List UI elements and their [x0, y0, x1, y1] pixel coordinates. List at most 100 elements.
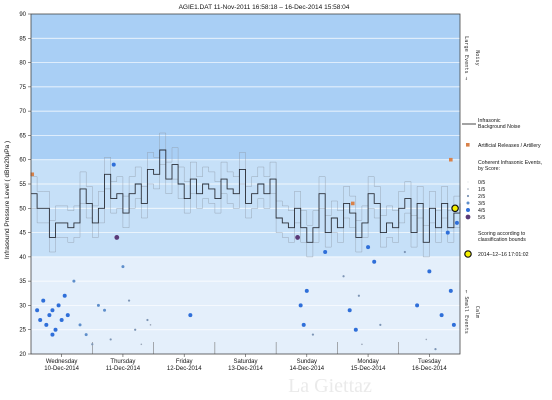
x-tick-date: 10-Dec-2014 — [44, 366, 79, 372]
x-tick-date: 11-Dec-2014 — [106, 366, 141, 372]
event-point — [111, 162, 116, 167]
y-tick-label: 35 — [19, 279, 26, 285]
y-tick-label: 80 — [19, 61, 26, 67]
x-tick-date: 13-Dec-2014 — [228, 366, 263, 372]
legend-score-label: 4/5 — [478, 208, 485, 214]
event-point — [96, 303, 100, 307]
x-tick-date: 16-Dec-2014 — [412, 366, 447, 372]
event-point — [357, 294, 360, 297]
event-point — [140, 343, 143, 346]
event-point — [53, 327, 58, 332]
legend-score-swatch — [466, 194, 470, 198]
event-point — [35, 308, 40, 313]
x-tick-day: Wednesday — [46, 359, 78, 365]
event-point — [103, 308, 107, 312]
y-axis-label: Infrasound Pressure Level ( dBre20μPa ) — [4, 141, 11, 259]
event-point — [78, 323, 82, 327]
legend-score-swatch — [466, 208, 470, 212]
x-tick-day: Saturday — [233, 359, 257, 365]
event-point — [361, 343, 363, 346]
event-point — [347, 308, 352, 313]
x-tick-day: Monday — [357, 359, 378, 365]
event-point — [91, 343, 94, 346]
event-point — [72, 279, 76, 283]
event-point — [298, 303, 303, 308]
x-tick-date: 15-Dec-2014 — [351, 366, 386, 372]
legend-highlight-swatch — [464, 250, 472, 258]
legend-noise-label: Infrasonic Background Noise — [478, 118, 521, 130]
y-tick-label: 85 — [19, 36, 26, 42]
event-point — [50, 332, 55, 337]
chart-title: AGIE1.DAT 11-Nov-2011 16:58:18 – 16-Dec-… — [179, 4, 350, 11]
artillery-point — [449, 157, 453, 162]
event-point — [445, 230, 450, 235]
legend-scoring-note: Scoring according to classification bound… — [478, 231, 526, 243]
legend-artillery-swatch — [466, 143, 470, 147]
side-label-large: Large Events → — [463, 36, 469, 80]
event-point — [149, 324, 152, 326]
legend-score-label: 5/5 — [478, 215, 485, 221]
x-tick-date: 12-Dec-2014 — [167, 366, 202, 372]
event-point — [323, 250, 328, 254]
event-point — [448, 288, 453, 293]
highlight-event-point — [451, 204, 459, 213]
legend-score-swatch — [467, 188, 469, 190]
event-point — [59, 318, 64, 322]
legend-highlight-label: 2014–12–16 17:01:02 — [478, 252, 529, 258]
event-point — [372, 259, 377, 264]
y-tick-label: 60 — [19, 158, 26, 164]
legend-score-label: 2/5 — [478, 194, 485, 200]
side-label-small: ← Small Events — [463, 290, 469, 334]
legend: Infrasonic Background Noise Artificial Rel… — [462, 118, 542, 258]
x-tick-day: Tuesday — [418, 359, 441, 365]
legend-score-swatch — [466, 201, 470, 205]
y-tick-label: 55 — [19, 182, 26, 188]
y-tick-label: 40 — [19, 255, 26, 261]
event-point — [311, 333, 315, 336]
plot-series — [30, 132, 461, 351]
event-point — [65, 313, 70, 318]
x-tick-day: Sunday — [297, 359, 317, 365]
side-labels: Large Events → Noisy ← Small Events Calm — [463, 36, 480, 334]
event-point — [47, 313, 52, 318]
y-tick-label: 70 — [19, 109, 26, 115]
event-point — [127, 299, 131, 302]
event-point — [304, 288, 309, 293]
noise-upper-line — [31, 132, 461, 226]
event-point — [366, 245, 371, 250]
event-point — [41, 298, 46, 303]
event-point — [44, 322, 49, 327]
y-tick-label: 75 — [19, 85, 26, 91]
event-point — [379, 323, 382, 326]
y-tick-label: 90 — [19, 12, 26, 18]
event-point — [439, 313, 444, 318]
event-point — [342, 275, 345, 278]
y-tick-label: 45 — [19, 231, 26, 237]
side-label-noisy: Noisy — [474, 50, 480, 66]
event-point — [415, 303, 420, 308]
event-point — [353, 327, 358, 332]
y-tick-label: 20 — [19, 352, 26, 358]
event-point — [114, 235, 120, 240]
watermark: La Giettaz — [288, 375, 372, 397]
event-point — [38, 318, 43, 322]
event-point — [295, 235, 300, 240]
legend-score-swatch — [465, 214, 471, 220]
event-point — [134, 328, 137, 331]
event-point — [121, 265, 125, 269]
side-label-calm: Calm — [474, 306, 480, 319]
legend-artillery-label: Artificial Releases / Artillery — [478, 143, 541, 149]
event-point — [84, 333, 88, 337]
artillery-point — [30, 172, 35, 177]
event-point — [434, 348, 437, 351]
y-axis: 20 25 30 35 40 45 50 55 60 65 70 75 80 85 90 — [19, 12, 31, 358]
event-point — [403, 250, 406, 254]
x-tick-day: Thursday — [110, 359, 135, 365]
x-tick-date: 14-Dec-2014 — [289, 366, 324, 372]
y-tick-label: 25 — [19, 328, 26, 334]
event-point — [56, 303, 61, 308]
legend-coherent-title: Coherent Infrasonic Events, by Score: — [478, 160, 542, 172]
event-point — [62, 293, 67, 298]
